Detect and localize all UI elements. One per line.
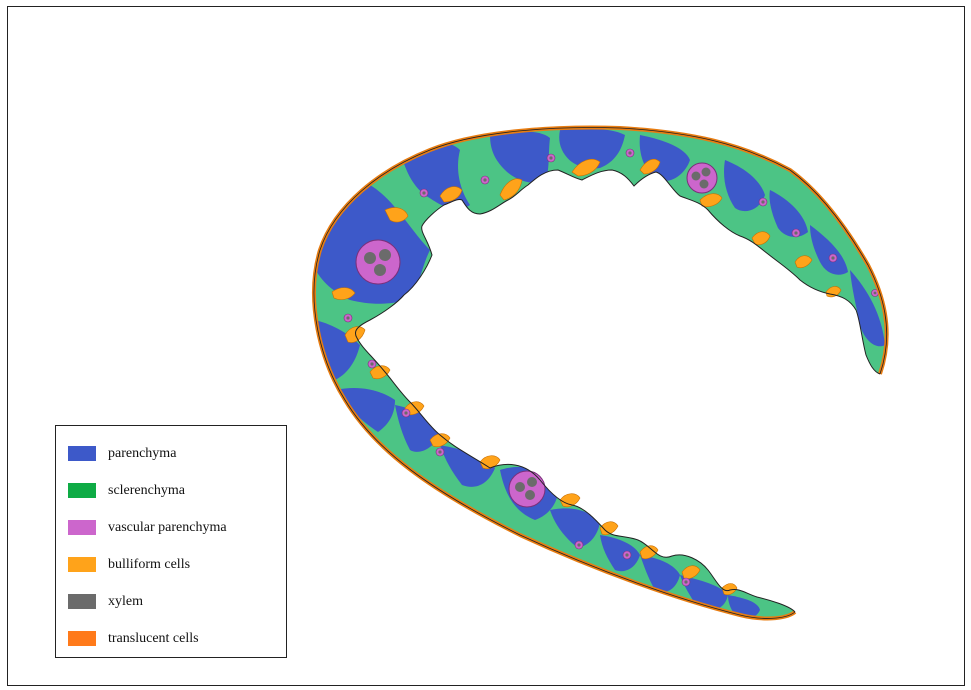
vascular-bundles-major xyxy=(355,162,718,508)
vascular-bundles-minor xyxy=(343,148,879,587)
legend-label: vascular parenchyma xyxy=(108,519,227,535)
legend-label: parenchyma xyxy=(108,445,177,461)
leaf-outline-inner xyxy=(313,127,887,619)
legend-item-vascular-parenchyma: vascular parenchyma xyxy=(56,509,286,546)
legend-label: bulliform cells xyxy=(108,556,191,572)
legend-label: xylem xyxy=(108,593,143,609)
legend-swatch xyxy=(68,631,96,646)
legend-item-sclerenchyma: sclerenchyma xyxy=(56,472,286,509)
leaf-body xyxy=(314,127,887,619)
legend-swatch xyxy=(68,520,96,535)
legend-swatch xyxy=(68,483,96,498)
legend-item-bulliform-cells: bulliform cells xyxy=(56,546,286,583)
legend: parenchyma sclerenchyma vascular parench… xyxy=(55,425,287,658)
legend-swatch xyxy=(68,557,96,572)
xylem-minor xyxy=(346,151,877,584)
legend-label: translucent cells xyxy=(108,630,199,646)
leaf-inner-edge xyxy=(355,169,881,613)
legend-swatch xyxy=(68,594,96,609)
legend-item-xylem: xylem xyxy=(56,583,286,620)
legend-item-translucent-cells: translucent cells xyxy=(56,620,286,657)
legend-item-parenchyma: parenchyma xyxy=(56,435,286,472)
legend-swatch xyxy=(68,446,96,461)
legend-label: sclerenchyma xyxy=(108,482,185,498)
